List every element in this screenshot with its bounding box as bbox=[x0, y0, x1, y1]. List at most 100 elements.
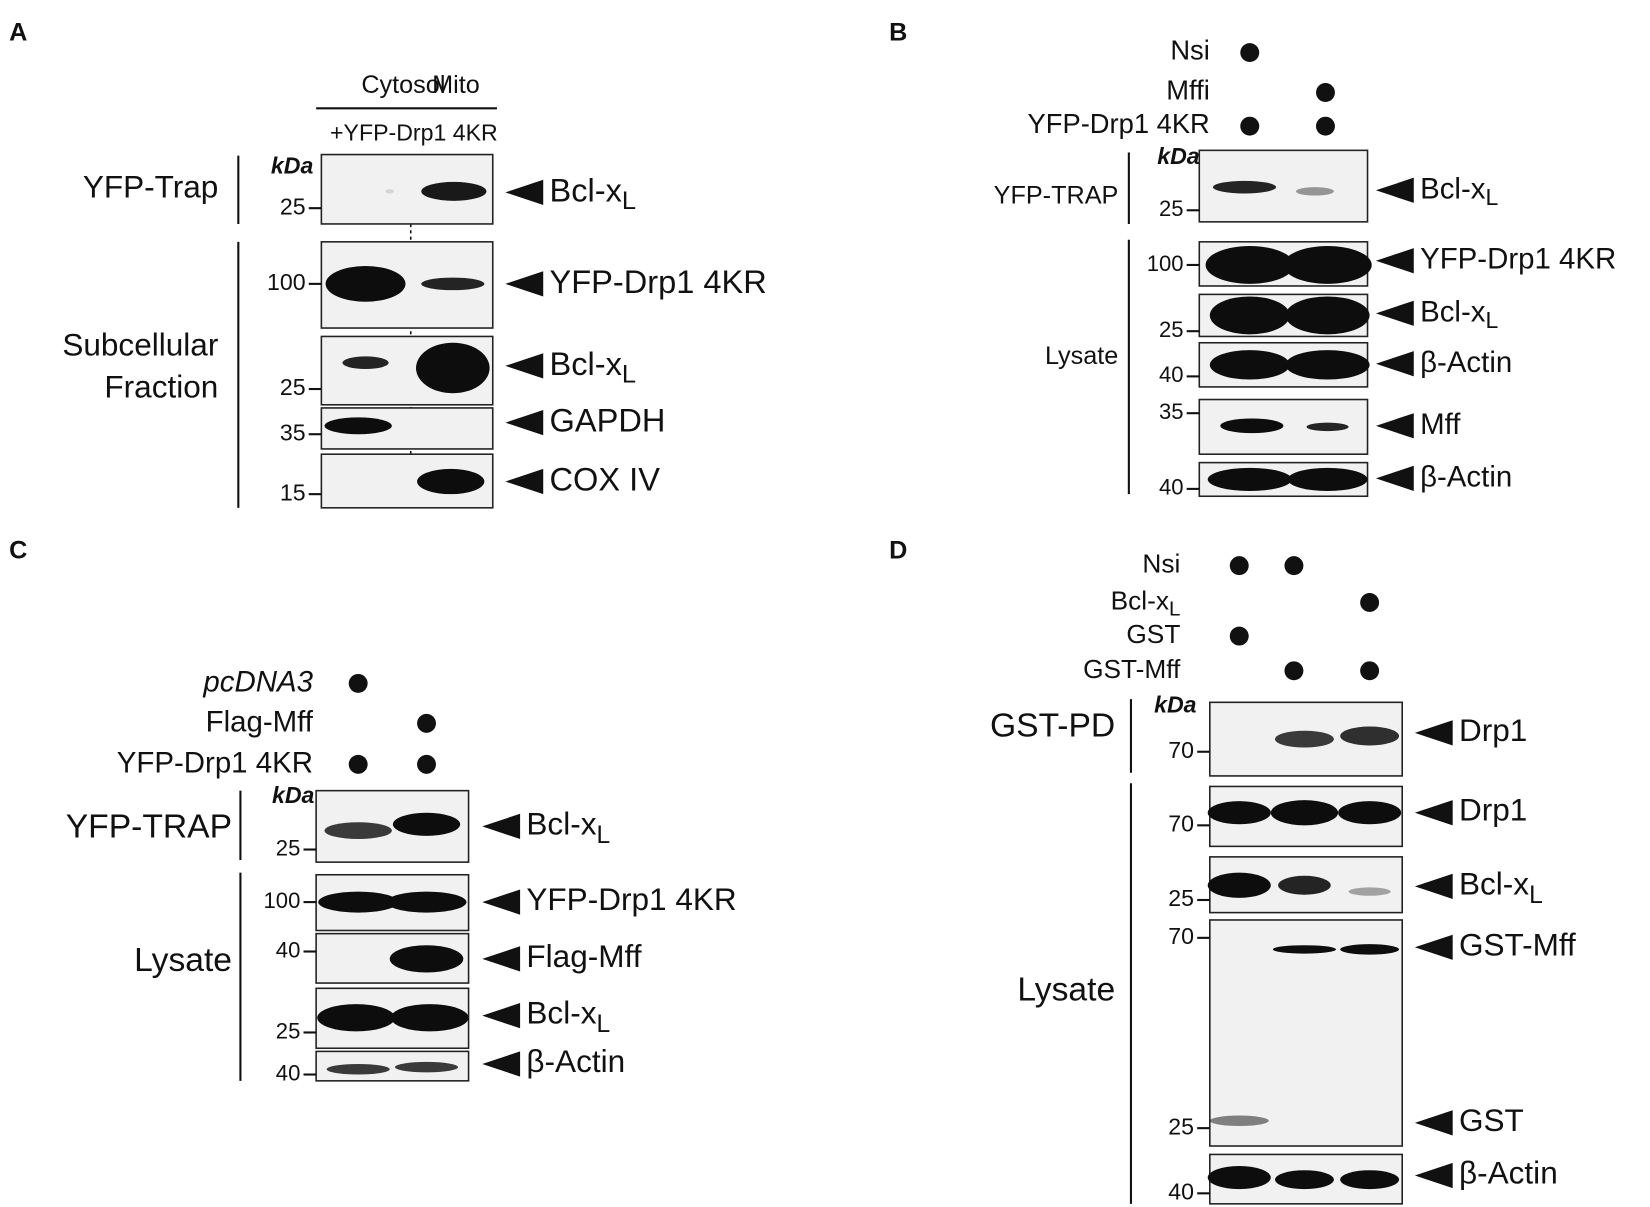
band bbox=[1274, 730, 1334, 748]
target-label: Flag-Mff bbox=[526, 938, 641, 974]
condition-dot bbox=[1284, 556, 1304, 576]
condition-dot bbox=[1229, 556, 1249, 576]
target-label-main: β-Actin bbox=[1420, 346, 1512, 379]
condition-dot bbox=[1229, 626, 1249, 646]
condition-label-subscript: L bbox=[1169, 598, 1180, 621]
band bbox=[1207, 872, 1271, 898]
condition-label-main: YFP-Drp1 4KR bbox=[117, 746, 313, 779]
group-label: YFP-TRAP bbox=[994, 181, 1119, 209]
band bbox=[1278, 875, 1331, 895]
band bbox=[1283, 246, 1372, 284]
target-label: Bcl-xL bbox=[1420, 295, 1498, 333]
target-label-main: COX IV bbox=[550, 460, 661, 497]
target-label-subscript: L bbox=[1485, 184, 1498, 210]
panel-letter: C bbox=[9, 537, 27, 565]
target-label-main: GST bbox=[1459, 1102, 1524, 1138]
blot-membrane bbox=[1209, 919, 1404, 1147]
condition-dot bbox=[1360, 592, 1380, 612]
condition-label-main: GST bbox=[1126, 619, 1180, 649]
condition-dot bbox=[1360, 661, 1380, 681]
condition-label: Nsi bbox=[1170, 35, 1209, 66]
marker-label: 25 bbox=[1168, 885, 1194, 911]
condition-label-main: Nsi bbox=[1170, 35, 1209, 66]
condition-dot bbox=[1316, 83, 1335, 102]
group-label: Lysate bbox=[1045, 342, 1118, 370]
condition-label: YFP-Drp1 4KR bbox=[117, 746, 313, 779]
target-label: β-Actin bbox=[526, 1043, 625, 1079]
arrowhead bbox=[482, 1003, 521, 1029]
band bbox=[1340, 1170, 1400, 1190]
band bbox=[385, 189, 394, 194]
target-label: GAPDH bbox=[550, 401, 666, 438]
condition-label-main: Nsi bbox=[1142, 549, 1180, 579]
band bbox=[1209, 350, 1290, 380]
target-label-main: Bcl-x bbox=[526, 806, 596, 842]
marker-label: 40 bbox=[1159, 362, 1184, 387]
arrowhead bbox=[505, 271, 544, 297]
target-label-main: Drp1 bbox=[1459, 712, 1527, 748]
arrowhead bbox=[1375, 248, 1414, 274]
marker-label: 100 bbox=[1147, 251, 1184, 276]
condition-label-main: GST-Mff bbox=[1083, 654, 1181, 684]
target-label: Bcl-xL bbox=[1459, 866, 1543, 909]
marker-label: 40 bbox=[1168, 1178, 1194, 1204]
target-label-main: β-Actin bbox=[1420, 460, 1512, 493]
marker-label: 40 bbox=[276, 937, 301, 962]
group-label: Lysate bbox=[134, 942, 232, 979]
target-label: Drp1 bbox=[1459, 792, 1527, 828]
condition-label: Bcl-xL bbox=[1111, 585, 1181, 620]
arrowhead bbox=[1375, 300, 1414, 326]
arrowhead bbox=[1414, 800, 1453, 826]
band bbox=[390, 1004, 469, 1032]
condition-label-main: Flag-Mff bbox=[206, 705, 314, 738]
marker-label: 25 bbox=[276, 1018, 301, 1043]
panel-letter: B bbox=[889, 18, 907, 46]
target-label-main: β-Actin bbox=[526, 1043, 625, 1079]
band bbox=[1287, 467, 1368, 492]
band bbox=[326, 1064, 390, 1075]
marker-label: 40 bbox=[276, 1060, 301, 1085]
condition-dot bbox=[1240, 116, 1260, 136]
target-label-subscript: L bbox=[622, 187, 636, 215]
arrowhead bbox=[482, 946, 521, 972]
band bbox=[421, 277, 485, 291]
target-label-main: YFP-Drp1 4KR bbox=[526, 881, 736, 917]
marker-label: 100 bbox=[264, 888, 301, 913]
group-label: YFP-TRAP bbox=[66, 808, 232, 845]
marker-label: 35 bbox=[1159, 399, 1184, 424]
group-label: GST-PD bbox=[990, 707, 1115, 744]
band bbox=[392, 812, 461, 836]
band bbox=[1296, 187, 1334, 196]
target-label-subscript: L bbox=[596, 1011, 610, 1038]
arrowhead bbox=[1414, 1110, 1453, 1136]
marker-label: 25 bbox=[276, 835, 301, 860]
band bbox=[1338, 801, 1402, 825]
band bbox=[324, 822, 392, 840]
band bbox=[394, 1061, 459, 1073]
target-label: β-Actin bbox=[1420, 460, 1512, 493]
group-label: Subcellular bbox=[62, 326, 218, 362]
condition-label-main: pcDNA3 bbox=[202, 665, 313, 698]
target-label-main: β-Actin bbox=[1459, 1155, 1558, 1191]
band bbox=[1340, 726, 1400, 746]
arrowhead bbox=[482, 1051, 521, 1077]
target-label-main: Bcl-x bbox=[1420, 295, 1486, 328]
group-label: Lysate bbox=[1017, 971, 1115, 1008]
target-label-main: Bcl-x bbox=[550, 171, 622, 208]
column-header: Cytosol bbox=[361, 71, 445, 99]
target-label-subscript: L bbox=[1485, 307, 1498, 333]
target-label: YFP-Drp1 4KR bbox=[550, 262, 767, 299]
condition-dot bbox=[1240, 43, 1260, 63]
target-label: β-Actin bbox=[1459, 1155, 1558, 1191]
arrowhead bbox=[1414, 873, 1453, 899]
column-header: Mito bbox=[432, 71, 480, 99]
target-label: Mff bbox=[1420, 408, 1461, 441]
unit-label: kDa bbox=[272, 782, 315, 808]
arrowhead bbox=[505, 353, 544, 379]
condition-dot bbox=[348, 754, 368, 774]
condition-dot bbox=[1316, 116, 1335, 136]
band bbox=[317, 1004, 395, 1032]
marker-label: 25 bbox=[280, 193, 306, 219]
band bbox=[318, 891, 399, 913]
